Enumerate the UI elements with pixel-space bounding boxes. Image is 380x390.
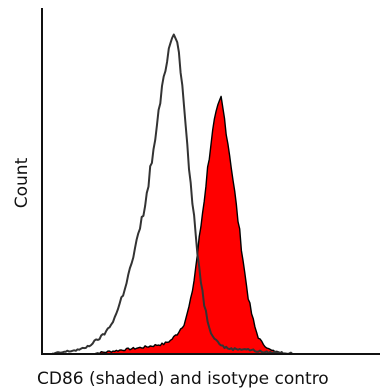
- isotype-control-histogram: [51, 33, 296, 355]
- plot-area: [51, 33, 296, 355]
- y-axis-label: Count: [12, 157, 32, 208]
- x-axis-label: CD86 (shaded) and isotype contro: [37, 369, 329, 389]
- cd86-shaded-histogram: [88, 95, 287, 355]
